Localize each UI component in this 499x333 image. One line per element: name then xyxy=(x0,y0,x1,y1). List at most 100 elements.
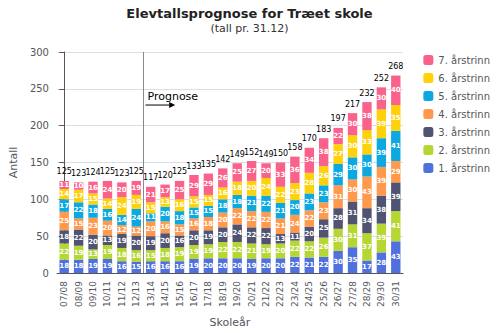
svg-text:149: 149 xyxy=(230,150,245,159)
svg-text:25: 25 xyxy=(319,224,329,232)
svg-text:50: 50 xyxy=(36,231,49,242)
svg-text:18: 18 xyxy=(88,207,98,215)
svg-text:100: 100 xyxy=(30,194,49,205)
svg-text:16: 16 xyxy=(160,223,170,231)
svg-text:16: 16 xyxy=(117,263,127,271)
svg-text:22: 22 xyxy=(218,246,228,254)
svg-text:15: 15 xyxy=(203,207,213,215)
svg-text:19: 19 xyxy=(131,184,141,192)
svg-text:21: 21 xyxy=(247,199,257,207)
svg-text:20: 20 xyxy=(276,247,286,255)
svg-text:22: 22 xyxy=(232,212,242,220)
svg-text:11: 11 xyxy=(59,181,69,189)
svg-text:150: 150 xyxy=(30,157,49,168)
svg-text:30/31: 30/31 xyxy=(391,281,401,307)
svg-text:30: 30 xyxy=(362,161,372,169)
svg-text:16: 16 xyxy=(218,189,228,197)
svg-text:21: 21 xyxy=(276,207,286,215)
svg-text:125: 125 xyxy=(172,167,187,176)
svg-text:17: 17 xyxy=(160,187,170,195)
svg-text:16: 16 xyxy=(103,211,113,219)
svg-text:14/15: 14/15 xyxy=(160,281,170,307)
svg-text:19: 19 xyxy=(261,247,271,255)
svg-text:17: 17 xyxy=(59,202,69,210)
svg-text:6. årstrinn: 6. årstrinn xyxy=(438,72,490,84)
svg-text:24/25: 24/25 xyxy=(304,281,314,307)
svg-text:18: 18 xyxy=(59,233,69,241)
svg-text:21/22: 21/22 xyxy=(261,281,271,307)
svg-text:19: 19 xyxy=(88,262,98,270)
svg-text:158: 158 xyxy=(287,143,302,152)
svg-text:123: 123 xyxy=(114,169,129,178)
svg-text:29: 29 xyxy=(333,171,343,179)
svg-text:170: 170 xyxy=(302,134,317,143)
svg-text:38: 38 xyxy=(376,206,386,214)
svg-text:Skoleår: Skoleår xyxy=(210,316,251,329)
svg-text:250: 250 xyxy=(30,83,49,94)
svg-text:30: 30 xyxy=(348,164,358,172)
svg-text:20: 20 xyxy=(103,224,113,232)
svg-text:20: 20 xyxy=(276,262,286,270)
svg-text:Antall: Antall xyxy=(7,147,20,179)
svg-text:21: 21 xyxy=(304,261,314,269)
svg-text:17/18: 17/18 xyxy=(203,281,213,307)
svg-text:15: 15 xyxy=(131,263,141,271)
svg-text:13: 13 xyxy=(160,198,170,206)
svg-text:15: 15 xyxy=(189,198,199,206)
svg-text:19: 19 xyxy=(189,248,199,256)
svg-text:30: 30 xyxy=(348,142,358,150)
svg-text:40: 40 xyxy=(391,86,401,94)
svg-text:19: 19 xyxy=(74,249,84,257)
svg-text:14: 14 xyxy=(117,216,127,224)
svg-text:183: 183 xyxy=(316,125,331,134)
svg-text:28: 28 xyxy=(304,179,314,187)
svg-text:200: 200 xyxy=(30,120,49,131)
svg-text:13: 13 xyxy=(103,236,113,244)
svg-text:4. årstrinn: 4. årstrinn xyxy=(438,108,490,120)
svg-text:31: 31 xyxy=(348,232,358,240)
svg-text:2. årstrinn: 2. årstrinn xyxy=(438,144,490,156)
svg-text:123: 123 xyxy=(71,169,86,178)
svg-text:22: 22 xyxy=(232,246,242,254)
svg-text:39: 39 xyxy=(376,177,386,185)
svg-text:124: 124 xyxy=(85,168,100,177)
svg-text:10: 10 xyxy=(74,182,84,190)
svg-text:17: 17 xyxy=(74,192,84,200)
svg-text:25: 25 xyxy=(232,168,242,176)
svg-text:28: 28 xyxy=(376,259,386,267)
svg-text:36: 36 xyxy=(290,166,300,174)
svg-text:232: 232 xyxy=(359,89,374,98)
svg-text:29: 29 xyxy=(203,180,213,188)
svg-text:117: 117 xyxy=(143,173,158,182)
svg-text:135: 135 xyxy=(201,160,216,169)
svg-text:19: 19 xyxy=(103,248,113,256)
svg-text:26: 26 xyxy=(319,172,329,180)
svg-text:26: 26 xyxy=(319,243,329,251)
svg-text:152: 152 xyxy=(244,148,259,157)
svg-text:12/13: 12/13 xyxy=(131,281,141,307)
svg-text:23: 23 xyxy=(319,207,329,215)
svg-text:217: 217 xyxy=(345,100,360,109)
svg-text:20: 20 xyxy=(146,225,156,233)
svg-text:23: 23 xyxy=(88,222,98,230)
svg-text:19: 19 xyxy=(203,233,213,241)
svg-text:15: 15 xyxy=(88,195,98,203)
svg-text:21: 21 xyxy=(146,191,156,199)
svg-text:22: 22 xyxy=(261,232,271,240)
svg-text:20: 20 xyxy=(160,237,170,245)
svg-text:28: 28 xyxy=(333,214,343,222)
svg-text:14: 14 xyxy=(103,200,113,208)
svg-text:125: 125 xyxy=(129,167,144,176)
svg-text:19/20: 19/20 xyxy=(232,281,242,307)
svg-text:15: 15 xyxy=(189,209,199,217)
svg-text:20: 20 xyxy=(218,262,228,270)
svg-text:29: 29 xyxy=(391,168,401,176)
svg-text:28/29: 28/29 xyxy=(362,281,372,307)
svg-text:29/30: 29/30 xyxy=(376,281,386,307)
svg-text:14: 14 xyxy=(59,190,69,198)
svg-text:26: 26 xyxy=(218,174,228,182)
svg-text:20: 20 xyxy=(203,262,213,270)
svg-text:20: 20 xyxy=(189,234,199,242)
svg-text:20: 20 xyxy=(261,262,271,270)
svg-text:30: 30 xyxy=(333,236,343,244)
